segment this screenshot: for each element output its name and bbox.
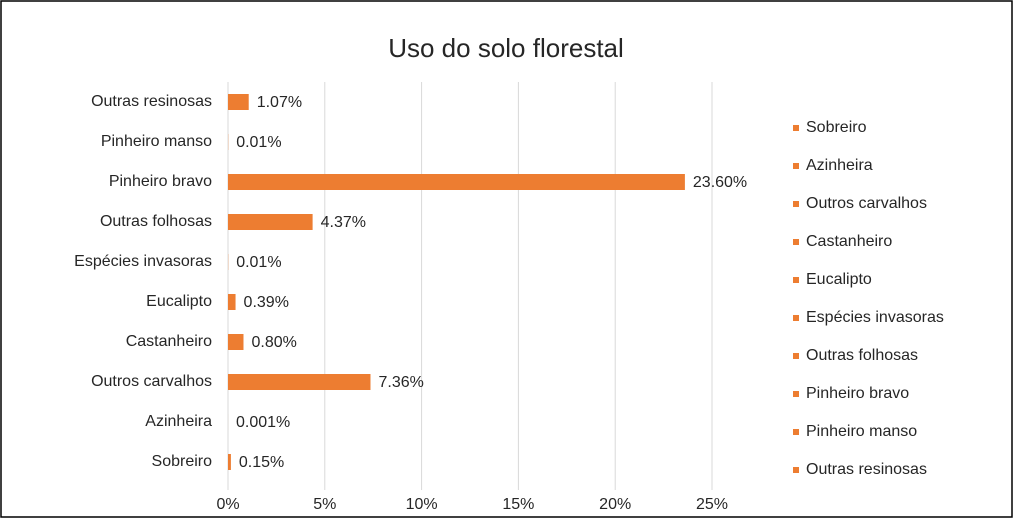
bar xyxy=(228,94,249,110)
legend-label: Espécies invasoras xyxy=(806,309,944,326)
data-label: 0.15% xyxy=(239,454,284,471)
bar xyxy=(228,454,231,470)
y-tick-label: Azinheira xyxy=(145,413,212,430)
legend-marker xyxy=(793,125,799,131)
data-label: 0.01% xyxy=(236,134,281,151)
data-label: 0.39% xyxy=(244,294,289,311)
x-tick-label: 5% xyxy=(313,496,336,513)
data-label: 7.36% xyxy=(378,374,423,391)
legend-label: Azinheira xyxy=(806,157,873,174)
legend-label: Outros carvalhos xyxy=(806,195,927,212)
y-tick-label: Outras folhosas xyxy=(100,213,212,230)
legend-label: Pinheiro bravo xyxy=(806,385,909,402)
x-tick-label: 10% xyxy=(406,496,438,513)
data-label: 0.80% xyxy=(251,334,296,351)
bar xyxy=(228,374,371,390)
bar xyxy=(228,214,313,230)
y-tick-label: Outras resinosas xyxy=(91,93,212,110)
bar xyxy=(228,294,236,310)
x-tick-label: 25% xyxy=(696,496,728,513)
y-tick-label: Sobreiro xyxy=(152,453,213,470)
legend-marker xyxy=(793,429,799,435)
x-tick-label: 15% xyxy=(502,496,534,513)
x-tick-label: 0% xyxy=(216,496,239,513)
y-tick-label: Eucalipto xyxy=(146,293,212,310)
y-tick-label: Pinheiro manso xyxy=(101,133,212,150)
legend-marker xyxy=(793,239,799,245)
data-label: 1.07% xyxy=(257,94,302,111)
data-label: 0.001% xyxy=(236,414,290,431)
legend-marker xyxy=(793,467,799,473)
legend-marker xyxy=(793,277,799,283)
data-label: 4.37% xyxy=(321,214,366,231)
legend-label: Pinheiro manso xyxy=(806,423,917,440)
bar xyxy=(228,174,685,190)
legend-label: Outras folhosas xyxy=(806,347,918,364)
data-label: 0.01% xyxy=(236,254,281,271)
y-tick-label: Outros carvalhos xyxy=(91,373,212,390)
legend-marker xyxy=(793,201,799,207)
y-tick-label: Castanheiro xyxy=(126,333,212,350)
legend-marker xyxy=(793,163,799,169)
legend-marker xyxy=(793,353,799,359)
bar xyxy=(228,334,244,350)
legend-label: Eucalipto xyxy=(806,271,872,288)
legend-marker xyxy=(793,315,799,321)
x-tick-label: 20% xyxy=(599,496,631,513)
data-label: 23.60% xyxy=(693,174,747,191)
y-tick-label: Pinheiro bravo xyxy=(109,173,212,190)
legend-label: Sobreiro xyxy=(806,119,867,136)
legend-marker xyxy=(793,391,799,397)
legend-label: Outras resinosas xyxy=(806,461,927,478)
chart-title: Uso do solo florestal xyxy=(388,33,624,63)
y-tick-label: Espécies invasoras xyxy=(74,253,212,270)
legend-label: Castanheiro xyxy=(806,233,892,250)
